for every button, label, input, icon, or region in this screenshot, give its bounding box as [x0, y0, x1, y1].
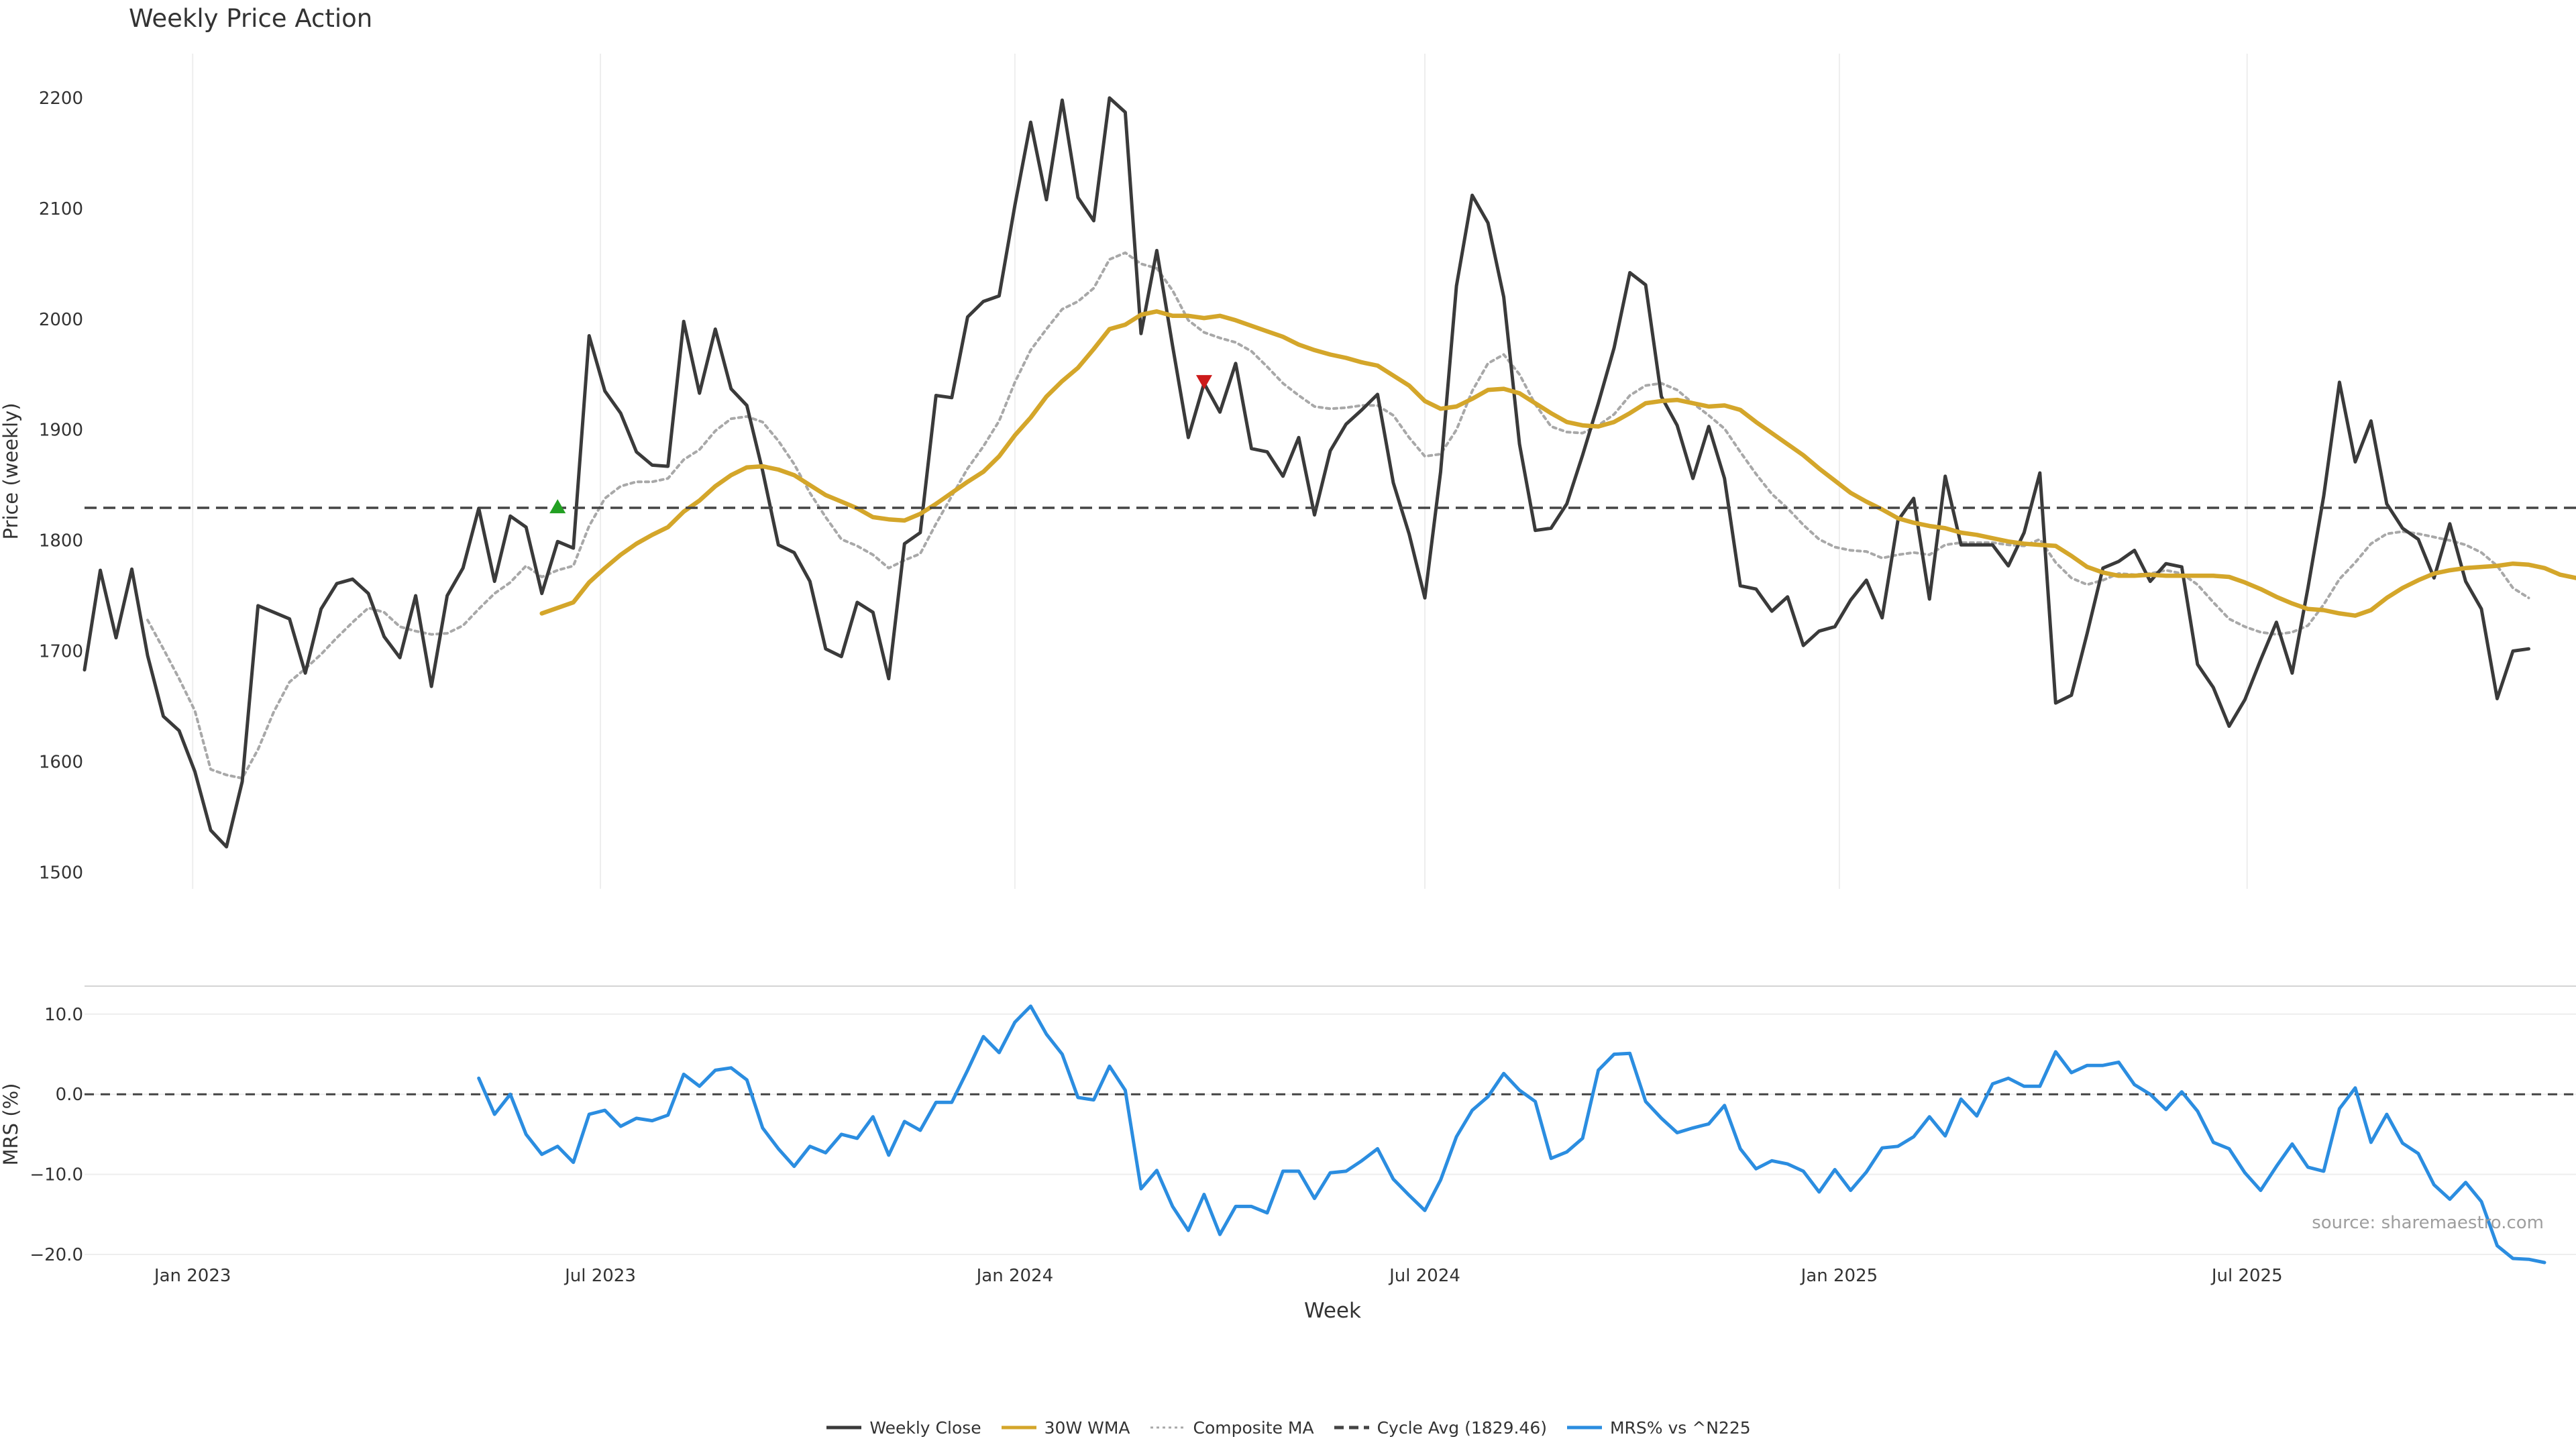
- legend-item-weekly-close: Weekly Close: [825, 1418, 981, 1438]
- x-tick-label: Jul 2025: [2210, 1266, 2283, 1286]
- legend-swatch: [826, 1426, 862, 1430]
- legend-label: Weekly Close: [869, 1417, 981, 1438]
- x-tick-label: Jan 2023: [153, 1266, 231, 1286]
- source-credit: source: sharemaestro.com: [2312, 1213, 2544, 1233]
- x-tick-label: Jan 2024: [975, 1266, 1054, 1286]
- legend-item-cycle-avg-1829-46: Cycle Avg (1829.46): [1333, 1418, 1547, 1438]
- price-y-tick-label: 1800: [39, 531, 83, 551]
- legend-swatch: [1334, 1426, 1369, 1430]
- price-y-tick-label: 1600: [39, 752, 83, 772]
- chart-title: Weekly Price Action: [129, 4, 373, 33]
- mrs-y-tick-label: −20.0: [30, 1245, 83, 1265]
- x-tick-label: Jul 2023: [564, 1266, 636, 1286]
- legend-label: MRS% vs ^N225: [1609, 1417, 1751, 1438]
- price-y-axis-title: Price (weekly): [0, 402, 22, 539]
- series-line-composite-ma: [146, 251, 2530, 780]
- series-line-weekly-close: [83, 96, 2530, 849]
- legend-swatch: [1150, 1426, 1185, 1429]
- legend-label: 30W WMA: [1044, 1417, 1130, 1438]
- mrs-y-tick-label: 10.0: [44, 1005, 83, 1025]
- price-y-tick-label: 2000: [39, 310, 83, 330]
- buy-signal-marker: [549, 499, 566, 514]
- legend-item-composite-ma: Composite MA: [1149, 1418, 1314, 1438]
- mrs-y-axis-title: MRS (%): [0, 1083, 22, 1166]
- price-y-tick-label: 1500: [39, 863, 83, 883]
- legend-item-30w-wma: 30W WMA: [1000, 1418, 1130, 1438]
- legend-swatch: [1001, 1426, 1036, 1430]
- x-axis-title: Week: [1304, 1299, 1361, 1323]
- series-line-mrs-vs-n225: [477, 1004, 2546, 1265]
- legend-label: Composite MA: [1193, 1417, 1314, 1438]
- legend-label: Cycle Avg (1829.46): [1377, 1417, 1547, 1438]
- price-y-tick-label: 1700: [39, 641, 83, 661]
- series-line-30w-wma: [539, 309, 2576, 618]
- x-tick-label: Jul 2024: [1388, 1266, 1460, 1286]
- sell-signal-marker: [1195, 375, 1212, 390]
- price-y-tick-label: 2100: [39, 199, 83, 219]
- legend-swatch: [1566, 1426, 1602, 1430]
- price-y-tick-label: 2200: [39, 89, 83, 109]
- mrs-y-tick-label: 0.0: [56, 1085, 83, 1105]
- x-tick-label: Jan 2025: [1800, 1266, 1878, 1286]
- mrs-y-tick-label: −10.0: [30, 1165, 83, 1185]
- legend-item-mrs-vs-n225: MRS% vs ^N225: [1566, 1418, 1751, 1438]
- price-y-tick-label: 1900: [39, 421, 83, 441]
- chart-legend: Weekly Close 30W WMA Composite MA Cycle Avg…: [0, 1417, 2576, 1438]
